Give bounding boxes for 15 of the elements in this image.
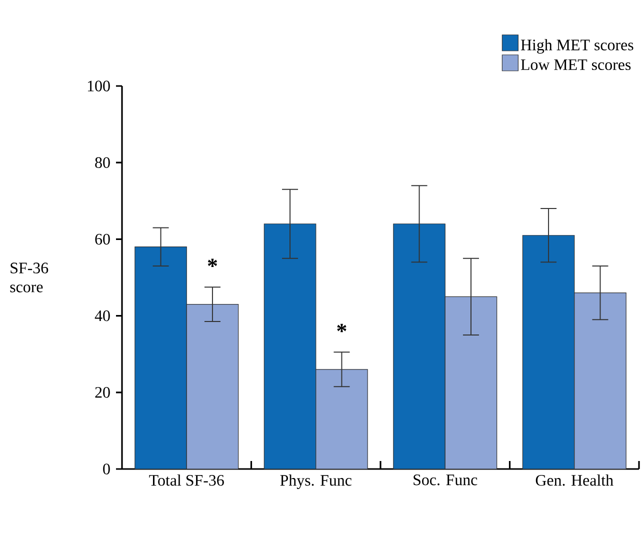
y-tick-label: 20 — [95, 387, 110, 398]
x-tick-label: Soc. Func — [414, 474, 478, 486]
annotation: * — [208, 258, 218, 268]
y-axis-title: SF-36 score — [10, 262, 48, 292]
legend-label: High MET scores — [520, 39, 634, 54]
x-tick-label: Gen. Health — [536, 474, 614, 486]
y-tick-label: 60 — [95, 234, 110, 245]
legend-label: Low MET scores — [520, 59, 631, 70]
x-tick-label: Phys. Func — [280, 474, 352, 490]
annotation: * — [337, 324, 346, 332]
x-tick-label: Total SF-36 — [149, 474, 224, 486]
y-tick-label: 0 — [103, 464, 110, 474]
y-tick-label: 40 — [94, 310, 110, 322]
y-tick-label: 100 — [88, 80, 110, 92]
y-tick-label: 80 — [95, 157, 110, 168]
